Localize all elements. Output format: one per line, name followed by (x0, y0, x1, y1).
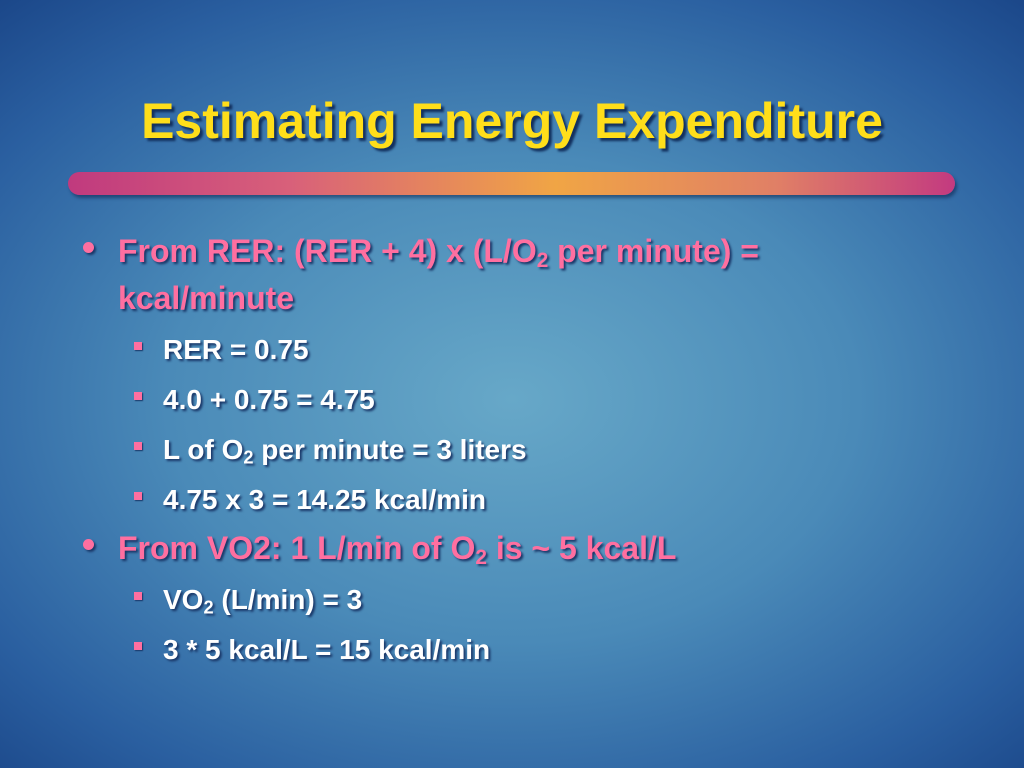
main-bullet: From RER: (RER + 4) x (L/O2 per minute) … (0, 228, 928, 322)
text-run: RER = 0.75 (163, 334, 309, 365)
subscript: 2 (203, 597, 214, 618)
title-rule (68, 172, 955, 195)
subscript: 2 (536, 249, 549, 273)
text-run: 4.75 x 3 = 14.25 kcal/min (163, 484, 487, 515)
text-run: L of O (163, 434, 244, 465)
sub-bullet: VO2 (L/min) = 3 (0, 575, 1024, 625)
sub-bullet: RER = 0.75 (0, 325, 1024, 375)
bullet-list: From RER: (RER + 4) x (L/O2 per minute) … (0, 228, 1024, 675)
text-run: per minute = 3 liters (253, 434, 527, 465)
text-run: is ~ 5 kcal/L (486, 530, 677, 566)
subscript: 2 (475, 546, 487, 570)
text-run: (L/min) = 3 (213, 584, 363, 615)
sub-bullet: 4.75 x 3 = 14.25 kcal/min (0, 475, 1024, 525)
sub-bullet: 3 * 5 kcal/L = 15 kcal/min (0, 625, 1024, 675)
text-run: From VO2: 1 L/min of O (118, 530, 476, 566)
text-run: From RER: (RER + 4) x (L/O (118, 233, 537, 269)
text-run: 4.0 + 0.75 = 4.75 (163, 384, 375, 415)
subscript: 2 (243, 447, 254, 468)
sub-bullet: L of O2 per minute = 3 liters (0, 425, 1024, 475)
text-run: VO (163, 584, 204, 615)
slide-title: Estimating Energy Expenditure (141, 93, 883, 149)
text-run: per minute) = kcal/minute (118, 233, 759, 316)
sub-bullet: 4.0 + 0.75 = 4.75 (0, 375, 1024, 425)
text-run: 3 * 5 kcal/L = 15 kcal/min (163, 634, 491, 665)
main-bullet: From VO2: 1 L/min of O2 is ~ 5 kcal/L (0, 525, 928, 572)
